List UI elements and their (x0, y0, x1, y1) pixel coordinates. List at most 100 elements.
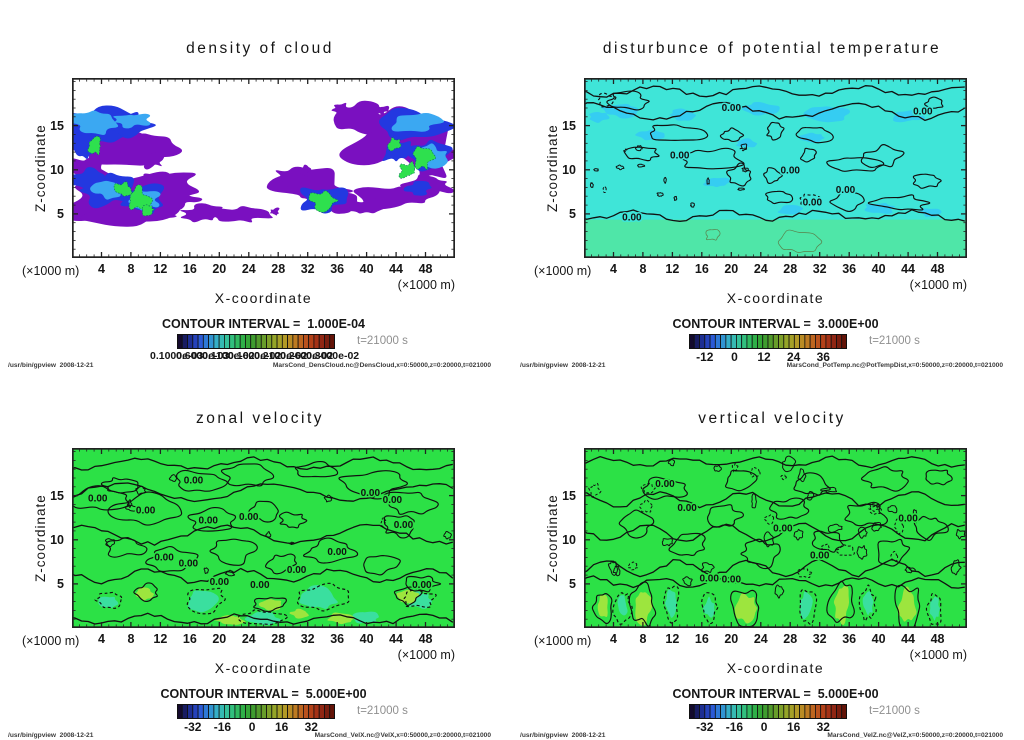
panel-potential-temperature: disturbunce of potential temperature Z-c… (512, 0, 1024, 370)
svg-text:0.00: 0.00 (670, 151, 690, 162)
svg-text:0.00: 0.00 (361, 488, 381, 499)
x-tick-label: 32 (300, 262, 315, 276)
x-tick-label: 36 (330, 632, 345, 646)
x-axis-label: X-coordinate (214, 660, 313, 676)
svg-text:0.00: 0.00 (655, 479, 675, 490)
time-label: t=21000 s (357, 335, 408, 347)
svg-text:0.00: 0.00 (803, 197, 823, 208)
svg-text:0.00: 0.00 (239, 512, 259, 523)
x-tick-label: 16 (182, 632, 197, 646)
svg-text:0.00: 0.00 (199, 515, 219, 526)
x-tick-label: 20 (212, 632, 227, 646)
colorbar-tick-label: 0.6000e-03 (176, 350, 230, 362)
x-tick-label: 40 (871, 262, 886, 276)
colorbar-labels: -12 0 12 24 36 (689, 350, 847, 364)
x-tick-label: 28 (271, 262, 286, 276)
colorbar-tick-label: 32 (816, 720, 830, 734)
x-tick-label: 12 (153, 262, 168, 276)
plot-title: vertical velocity (698, 410, 846, 427)
colorbar-tick-label: -16 (725, 720, 744, 734)
colorbar-tick-label: 0 (248, 720, 256, 734)
x-tick-label: 44 (901, 262, 916, 276)
x-axis-unit: (×1000 m) (909, 278, 967, 292)
colorbar-labels: 0.1000e-03 0.6000e-03 0.1100e-02 0.1600e-02… (150, 350, 359, 363)
x-axis-unit: (×1000 m) (397, 648, 455, 662)
footer-command: /usr/bin/gpview 2008-12-21 (520, 362, 606, 369)
svg-text:0.00: 0.00 (136, 506, 156, 517)
footer-datasource: MarsCond_VelZ.nc@VelZ,x=0:50000,z=0:2000… (827, 732, 1003, 739)
colorbar-tick-label: 0 (760, 720, 768, 734)
x-tick-label: 4 (97, 632, 105, 646)
svg-text:0.00: 0.00 (622, 212, 642, 223)
panel-zonal-velocity: zonal velocity Z-coordinate 0.00 0.00 0.00… (0, 370, 512, 740)
x-tick-label: 24 (753, 262, 768, 276)
colorbar (177, 704, 335, 719)
colorbar-tick-label: 0.1100e-02 (202, 350, 255, 362)
colorbar-tick-label: 0.3000e-02 (306, 350, 360, 362)
svg-text:0.00: 0.00 (412, 580, 432, 591)
z-tick-label: 5 (57, 576, 64, 591)
time-label: t=21000 s (869, 335, 920, 347)
z-tick-label: 15 (50, 118, 64, 133)
z-axis-unit: (×1000 m) (534, 634, 592, 648)
x-tick-label: 20 (724, 262, 739, 276)
plot-title: density of cloud (186, 40, 334, 57)
x-tick-label: 40 (359, 632, 374, 646)
x-tick-label: 32 (300, 632, 315, 646)
colorbar-tick-label: -12 (696, 350, 714, 364)
colorbar-tick-label: 12 (757, 350, 771, 364)
contour-plot: 0.000.000.000.000.000.000.00 0.000.000.00… (72, 448, 455, 628)
x-tick-label: 24 (241, 632, 256, 646)
x-tick-label: 40 (359, 262, 374, 276)
x-tick-label: 32 (812, 632, 827, 646)
svg-text:0.00: 0.00 (898, 514, 918, 525)
x-tick-label: 36 (842, 262, 857, 276)
svg-text:0.00: 0.00 (287, 565, 307, 576)
colorbar-tick-label: 16 (274, 720, 289, 734)
x-axis-unit: (×1000 m) (909, 648, 967, 662)
x-tick-label: 8 (639, 262, 647, 276)
colorbar-tick-label: -32 (696, 720, 714, 734)
x-tick-label: 20 (724, 632, 739, 646)
footer-line: /usr/bin/gpview 2008-12-21 MarsCond_VelX… (8, 732, 491, 739)
z-axis-unit: (×1000 m) (22, 264, 80, 278)
x-tick-label: 16 (182, 262, 197, 276)
z-tick-label: 10 (50, 532, 64, 547)
z-tick-label: 10 (562, 162, 576, 177)
x-tick-label: 48 (418, 262, 433, 276)
time-label: t=21000 s (869, 705, 920, 717)
contour-plot: 0.000.000.000.000.000.000.00 (584, 448, 967, 628)
z-tick-label: 15 (50, 488, 64, 503)
colorbar-tick-label: 0.2600e-02 (280, 350, 334, 362)
z-tick-label: 15 (562, 118, 576, 133)
x-tick-label: 12 (153, 632, 168, 646)
svg-text:0.00: 0.00 (210, 577, 230, 588)
panel-density-of-cloud: density of cloud Z-coordinate 4 8 12 16 20 24… (0, 0, 512, 370)
svg-text:0.00: 0.00 (250, 580, 270, 591)
x-tick-label: 4 (97, 262, 105, 276)
colorbar (689, 704, 847, 719)
colorbar-tick-label: 24 (786, 350, 801, 364)
svg-text:0.00: 0.00 (394, 520, 414, 531)
footer-line: /usr/bin/gpview 2008-12-21 MarsCond_Dens… (8, 362, 491, 369)
x-tick-label: 24 (753, 632, 768, 646)
colorbar-tick-label: -32 (184, 720, 202, 734)
z-tick-label: 5 (57, 206, 64, 221)
x-tick-label: 16 (694, 632, 709, 646)
colorbar-tick-label: 16 (786, 720, 801, 734)
colorbar-tick-label: 0 (731, 350, 738, 364)
x-tick-label: 8 (639, 632, 647, 646)
x-axis-label: X-coordinate (726, 660, 825, 676)
svg-text:0.00: 0.00 (722, 574, 742, 585)
z-tick-label: 5 (569, 576, 576, 591)
footer-datasource: MarsCond_VelX.nc@VelX,x=0:50000,z=0:2000… (314, 732, 491, 739)
x-tick-label: 28 (271, 632, 286, 646)
x-tick-label: 8 (127, 262, 135, 276)
x-tick-label: 48 (930, 632, 945, 646)
footer-command: /usr/bin/gpview 2008-12-21 (8, 732, 94, 739)
time-label: t=21000 s (357, 705, 408, 717)
x-tick-label: 4 (609, 632, 617, 646)
colorbar-labels: -32 -16 0 16 32 (689, 720, 847, 734)
z-tick-label: 15 (562, 488, 576, 503)
